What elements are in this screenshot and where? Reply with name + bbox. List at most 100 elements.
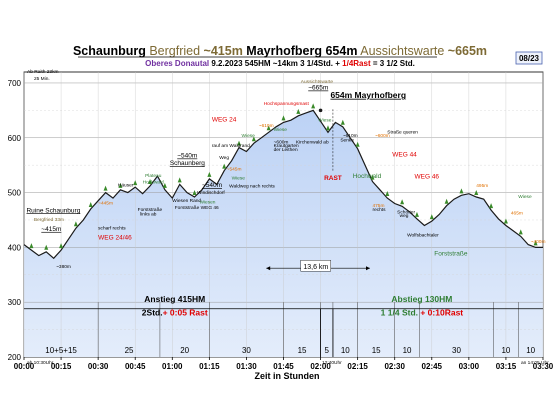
annotation-4: scharf rechts: [98, 225, 126, 231]
segment-label-5: 5: [325, 346, 330, 355]
tree-marker-69: [533, 240, 538, 246]
x-tick-label-12: 03:00: [459, 362, 480, 371]
y-tick-label-4: 600: [8, 134, 22, 143]
x-tick-label-0: 00:00: [14, 362, 35, 371]
annotation-52: 465m: [511, 211, 523, 217]
x-tick-label-1: 00:15: [51, 362, 72, 371]
annotation-16: ~540m: [202, 182, 222, 189]
tree-marker-21: [177, 177, 182, 183]
tree-marker-1: [29, 243, 34, 249]
y-tick-label-1: 300: [8, 298, 22, 307]
segment-label-10: 10: [501, 346, 510, 355]
title-part-5: ~665m: [444, 44, 487, 58]
annotation-12: Forststraße: [138, 207, 163, 213]
distance-label: 13,6 km: [303, 264, 328, 271]
segment-label-2: 20: [180, 346, 189, 355]
descent-time-value: 1 1/4 Std.: [381, 307, 418, 317]
title-part-3: Mayrhofberg 654m: [243, 44, 358, 58]
annotation-23: Wiese: [232, 175, 246, 181]
segment-label-4: 15: [298, 346, 307, 355]
annotation-21: WEG 24: [212, 116, 237, 123]
tree-marker-37: [296, 108, 301, 114]
ascent-time: 2Std.+ 0:05 Rast: [142, 307, 208, 317]
annotation-31: der Leithen: [274, 147, 298, 153]
y-tick-label-3: 500: [8, 189, 22, 198]
x-tick-label-3: 00:45: [125, 362, 146, 371]
annotation-40: Hochwald: [353, 173, 382, 180]
tree-marker-67: [518, 229, 523, 235]
annotation-48: Wolfsbachtaler: [407, 232, 439, 238]
y-tick-label-2: 400: [8, 243, 22, 252]
x-tick-label-7: 01:45: [273, 362, 294, 371]
annotation-7: Häuser: [118, 183, 134, 189]
annotation-35: 654m Mayrhofberg: [330, 90, 406, 100]
segment-label-8: 10: [403, 346, 412, 355]
annotation-22: Weg: [219, 155, 229, 161]
page-badge-box: [515, 51, 543, 65]
x-tick-label-10: 02:30: [384, 362, 405, 371]
tree-marker-33: [266, 125, 271, 131]
segment-label-11: 10: [526, 346, 535, 355]
subtitle-part-1: 9.2.2023 545HM ~14km 3 1/4Std. +: [209, 59, 342, 68]
corner-note-mid: 12:40Uhr: [322, 360, 342, 366]
annotation-41: WEG 44: [392, 151, 417, 158]
tree-marker-41: [325, 125, 330, 131]
annotation-0: Ruine Schaunburg: [26, 207, 80, 214]
plot-area: 200 300 400 500 600 700 00:00 00:15 00:30 00:45 01…: [8, 71, 554, 371]
tree-marker-47: [370, 174, 375, 180]
annotation-6: ~445m: [98, 201, 113, 207]
tree-marker-7: [73, 221, 78, 227]
x-tick-label-11: 02:45: [422, 362, 443, 371]
tree-marker-25: [207, 171, 212, 177]
tree-marker-59: [459, 188, 464, 194]
distance-arrow-right: [366, 266, 370, 271]
subtitle-part-3: = 3 1/2 Std.: [371, 59, 415, 68]
title-part-1: Bergfried: [146, 44, 200, 58]
segment-label-9: 30: [452, 346, 461, 355]
tree-marker-63: [489, 203, 494, 209]
page-badge: 08/23: [519, 54, 540, 63]
annotation-53: ~400m: [531, 239, 546, 245]
rast-label: RAST: [324, 175, 342, 182]
annotation-25: Wiese: [241, 133, 255, 139]
annotation-43: 475m: [372, 203, 384, 209]
annotation-1: Bergfried 33m: [34, 217, 64, 223]
elevation-line: [23, 109, 543, 260]
tree-marker-9: [88, 202, 93, 208]
annotation-24: Waldweg nach rechts: [229, 184, 275, 190]
title-part-4: Aussichtswarte: [357, 44, 444, 58]
subtitle-part-0: Oberes Donautal: [145, 59, 209, 68]
ascent-rest: + 0:05 Rast: [163, 307, 208, 317]
descent-rest: + 0:10Rast: [418, 307, 463, 317]
subtitle-part-2: 1/4Rast: [342, 59, 371, 68]
tree-marker-23: [192, 189, 197, 195]
annotation-26: ~610m: [259, 123, 274, 129]
x-tick-label-8: 02:00: [310, 362, 331, 371]
x-tick-label-14: 03:30: [533, 362, 554, 371]
tree-marker-35: [281, 115, 286, 121]
annotation-15: Forststraße WEG 46: [175, 205, 219, 211]
corner-note-top2: 25 Min.: [34, 76, 50, 82]
tree-marker-49: [385, 191, 390, 197]
tree-marker-27: [222, 163, 227, 169]
ascent-label: Anstieg 415HM: [144, 294, 205, 304]
distance-arrow-left: [266, 266, 271, 271]
tree-marker-43: [340, 119, 345, 125]
annotation-10: ~540m: [177, 153, 197, 160]
annotation-45: WEG 46: [414, 173, 439, 180]
chart-subtitle: Oberes Donautal 9.2.2023 545HM ~14km 3 1…: [145, 59, 415, 68]
segment-label-7: 15: [372, 346, 381, 355]
summit-marker: [318, 108, 323, 113]
annotation-5: WEG 24/46: [98, 235, 132, 242]
tree-marker-17: [148, 179, 153, 184]
chart-title: Schaunburg Bergfried ~415m Mayrhofberg 6…: [73, 44, 487, 58]
annotation-9: Hochwald: [143, 179, 164, 185]
tree-marker-61: [474, 189, 479, 195]
corner-note-right: an 14:05 Uhr: [521, 360, 549, 366]
annotation-42: Straße queren: [387, 129, 418, 135]
annotation-19: rauf am Waldrand: [212, 143, 250, 149]
annotation-33: Aussichtswarte: [301, 79, 334, 85]
ascent-time-value: 2Std.: [142, 307, 163, 317]
tree-marker-19: [162, 182, 167, 188]
annotation-8: Plateau: [145, 173, 162, 179]
